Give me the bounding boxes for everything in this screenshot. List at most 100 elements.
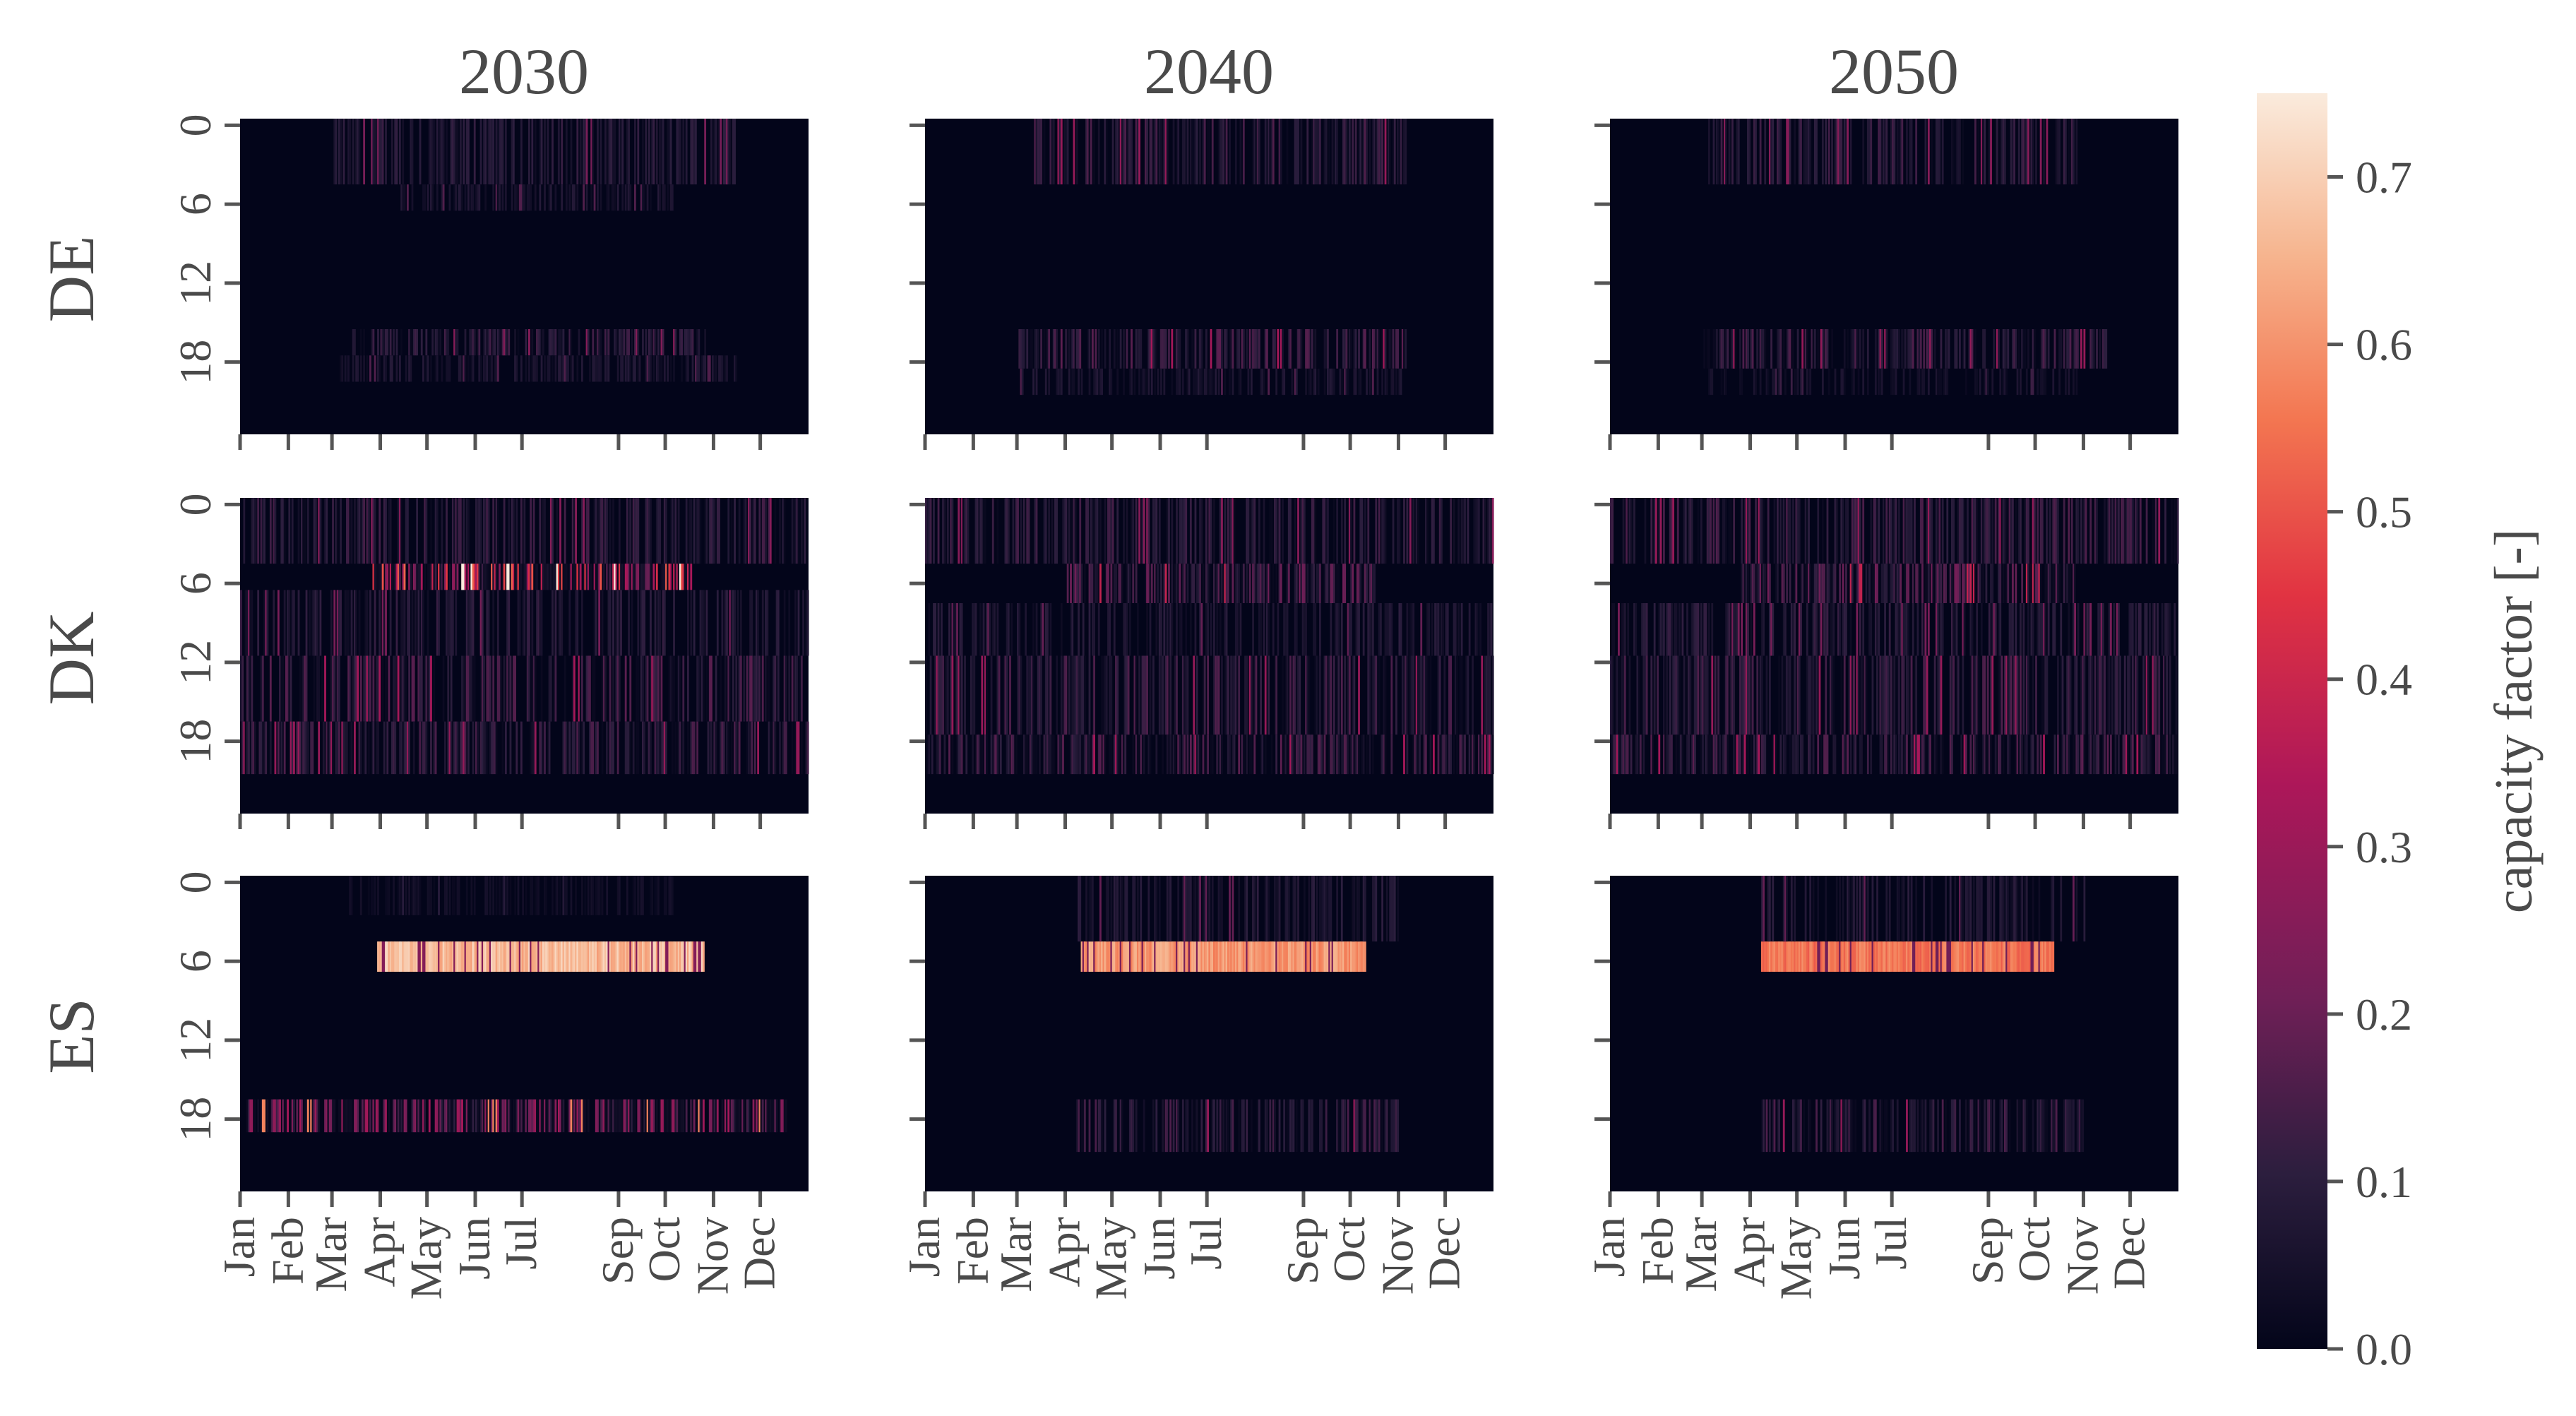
heatmap-cell xyxy=(1158,655,1161,735)
heatmap-cell xyxy=(724,355,727,382)
heatmap-cell xyxy=(395,329,398,356)
heatmap-cell xyxy=(1331,368,1334,395)
heatmap-cell xyxy=(667,119,669,185)
heatmap-cell xyxy=(1384,734,1387,775)
heatmap-cell xyxy=(1049,655,1052,735)
heatmap-cell xyxy=(1390,368,1393,395)
heatmap-cell xyxy=(1306,329,1309,369)
heatmap-cell xyxy=(562,355,565,382)
heatmap-cell xyxy=(1742,734,1745,775)
heatmap-cell xyxy=(1851,498,1854,564)
heatmap-cell xyxy=(542,564,544,590)
heatmap-cell xyxy=(1073,329,1075,369)
heatmap-cell xyxy=(350,655,353,722)
heatmap-cell xyxy=(614,941,616,972)
heatmap-cell xyxy=(2174,603,2176,656)
heatmap-cell xyxy=(1202,734,1205,775)
heatmap-cell xyxy=(1874,329,1877,369)
heatmap-cell xyxy=(1054,498,1056,564)
heatmap-cell xyxy=(929,498,932,564)
heatmap-cell xyxy=(528,941,530,972)
heatmap-cell xyxy=(633,184,636,211)
heatmap-cell xyxy=(2022,603,2025,656)
heatmap-cell xyxy=(1842,734,1844,775)
heatmap-cell xyxy=(1862,329,1865,369)
heatmap-cell xyxy=(2169,655,2171,735)
heatmap-cell xyxy=(299,721,302,775)
heatmap-cell xyxy=(1104,941,1107,972)
heatmap-cell xyxy=(536,329,538,356)
heatmap-cell xyxy=(1305,329,1307,369)
heatmap-cell xyxy=(1277,498,1280,564)
heatmap-cell xyxy=(1160,941,1162,972)
heatmap-cell xyxy=(2116,603,2118,656)
heatmap-cell xyxy=(465,876,468,915)
heatmap-cell xyxy=(1022,498,1025,564)
heatmap-cell xyxy=(1097,329,1100,369)
heatmap-cell xyxy=(1268,876,1270,942)
heatmap-cell xyxy=(1949,564,1952,604)
heatmap-cell xyxy=(1264,655,1267,735)
heatmap-cell xyxy=(1986,655,1989,735)
heatmap-cell xyxy=(1990,655,1992,735)
heatmap-cell xyxy=(704,355,707,382)
heatmap-cell xyxy=(1150,941,1153,972)
heatmap-cell xyxy=(1924,734,1927,775)
heatmap-cell xyxy=(496,498,499,564)
heatmap-cell xyxy=(1140,329,1143,369)
heatmap-cell xyxy=(1817,734,1820,775)
heatmap-cell xyxy=(1099,941,1102,972)
heatmap-cell xyxy=(534,721,537,775)
heatmap-cell xyxy=(1845,498,1847,564)
heatmap-cell xyxy=(584,1099,587,1133)
heatmap-cell xyxy=(1160,603,1162,656)
heatmap-cell xyxy=(729,119,732,185)
heatmap-cell xyxy=(708,355,711,382)
heatmap-cell xyxy=(464,564,467,590)
heatmap-cell xyxy=(1448,655,1450,735)
heatmap-cell xyxy=(363,721,366,775)
heatmap-cell xyxy=(564,564,566,590)
heatmap-cell xyxy=(1879,329,1882,369)
heatmap-cell xyxy=(1195,1099,1198,1153)
heatmap-cell xyxy=(486,655,489,722)
heatmap-cell xyxy=(624,355,627,382)
heatmap-cell xyxy=(1932,564,1935,604)
heatmap-cell xyxy=(721,721,724,775)
heatmap-cell xyxy=(712,498,715,564)
heatmap-cell xyxy=(242,721,244,775)
heatmap-cell xyxy=(1278,498,1281,564)
heatmap-cell xyxy=(1110,368,1113,395)
heatmap-cell xyxy=(1734,329,1737,369)
heatmap-cell xyxy=(1378,1099,1381,1153)
heatmap-cell xyxy=(461,184,463,211)
heatmap-cell xyxy=(1707,368,1710,395)
heatmap-cell xyxy=(464,655,467,722)
heatmap-cell xyxy=(2096,734,2098,775)
heatmap-cell xyxy=(335,119,338,185)
heatmap-cell xyxy=(1037,655,1039,735)
heatmap-cell xyxy=(2100,603,2103,656)
heatmap-cell xyxy=(542,941,544,972)
heatmap-cell xyxy=(1248,564,1251,604)
heatmap-cell xyxy=(1095,329,1097,369)
heatmap-cell xyxy=(1642,655,1645,735)
heatmap-cell xyxy=(1200,603,1203,656)
heatmap-cell xyxy=(677,119,680,185)
heatmap-cell xyxy=(669,184,672,211)
heatmap-cell xyxy=(1469,734,1472,775)
heatmap-cell xyxy=(1809,734,1812,775)
heatmap-cell xyxy=(1371,329,1374,369)
heatmap-cell xyxy=(1018,329,1021,369)
heatmap-cell xyxy=(1849,564,1852,604)
heatmap-cell xyxy=(1246,655,1248,735)
heatmap-cell xyxy=(433,564,436,590)
heatmap-cell xyxy=(679,941,681,972)
heatmap-cell xyxy=(674,329,677,356)
heatmap-cell xyxy=(1743,564,1746,604)
heatmap-cell xyxy=(735,655,738,722)
heatmap-cell xyxy=(1217,876,1220,942)
heatmap-cell xyxy=(643,941,646,972)
heatmap-cell xyxy=(479,655,482,722)
heatmap-cell xyxy=(970,655,972,735)
